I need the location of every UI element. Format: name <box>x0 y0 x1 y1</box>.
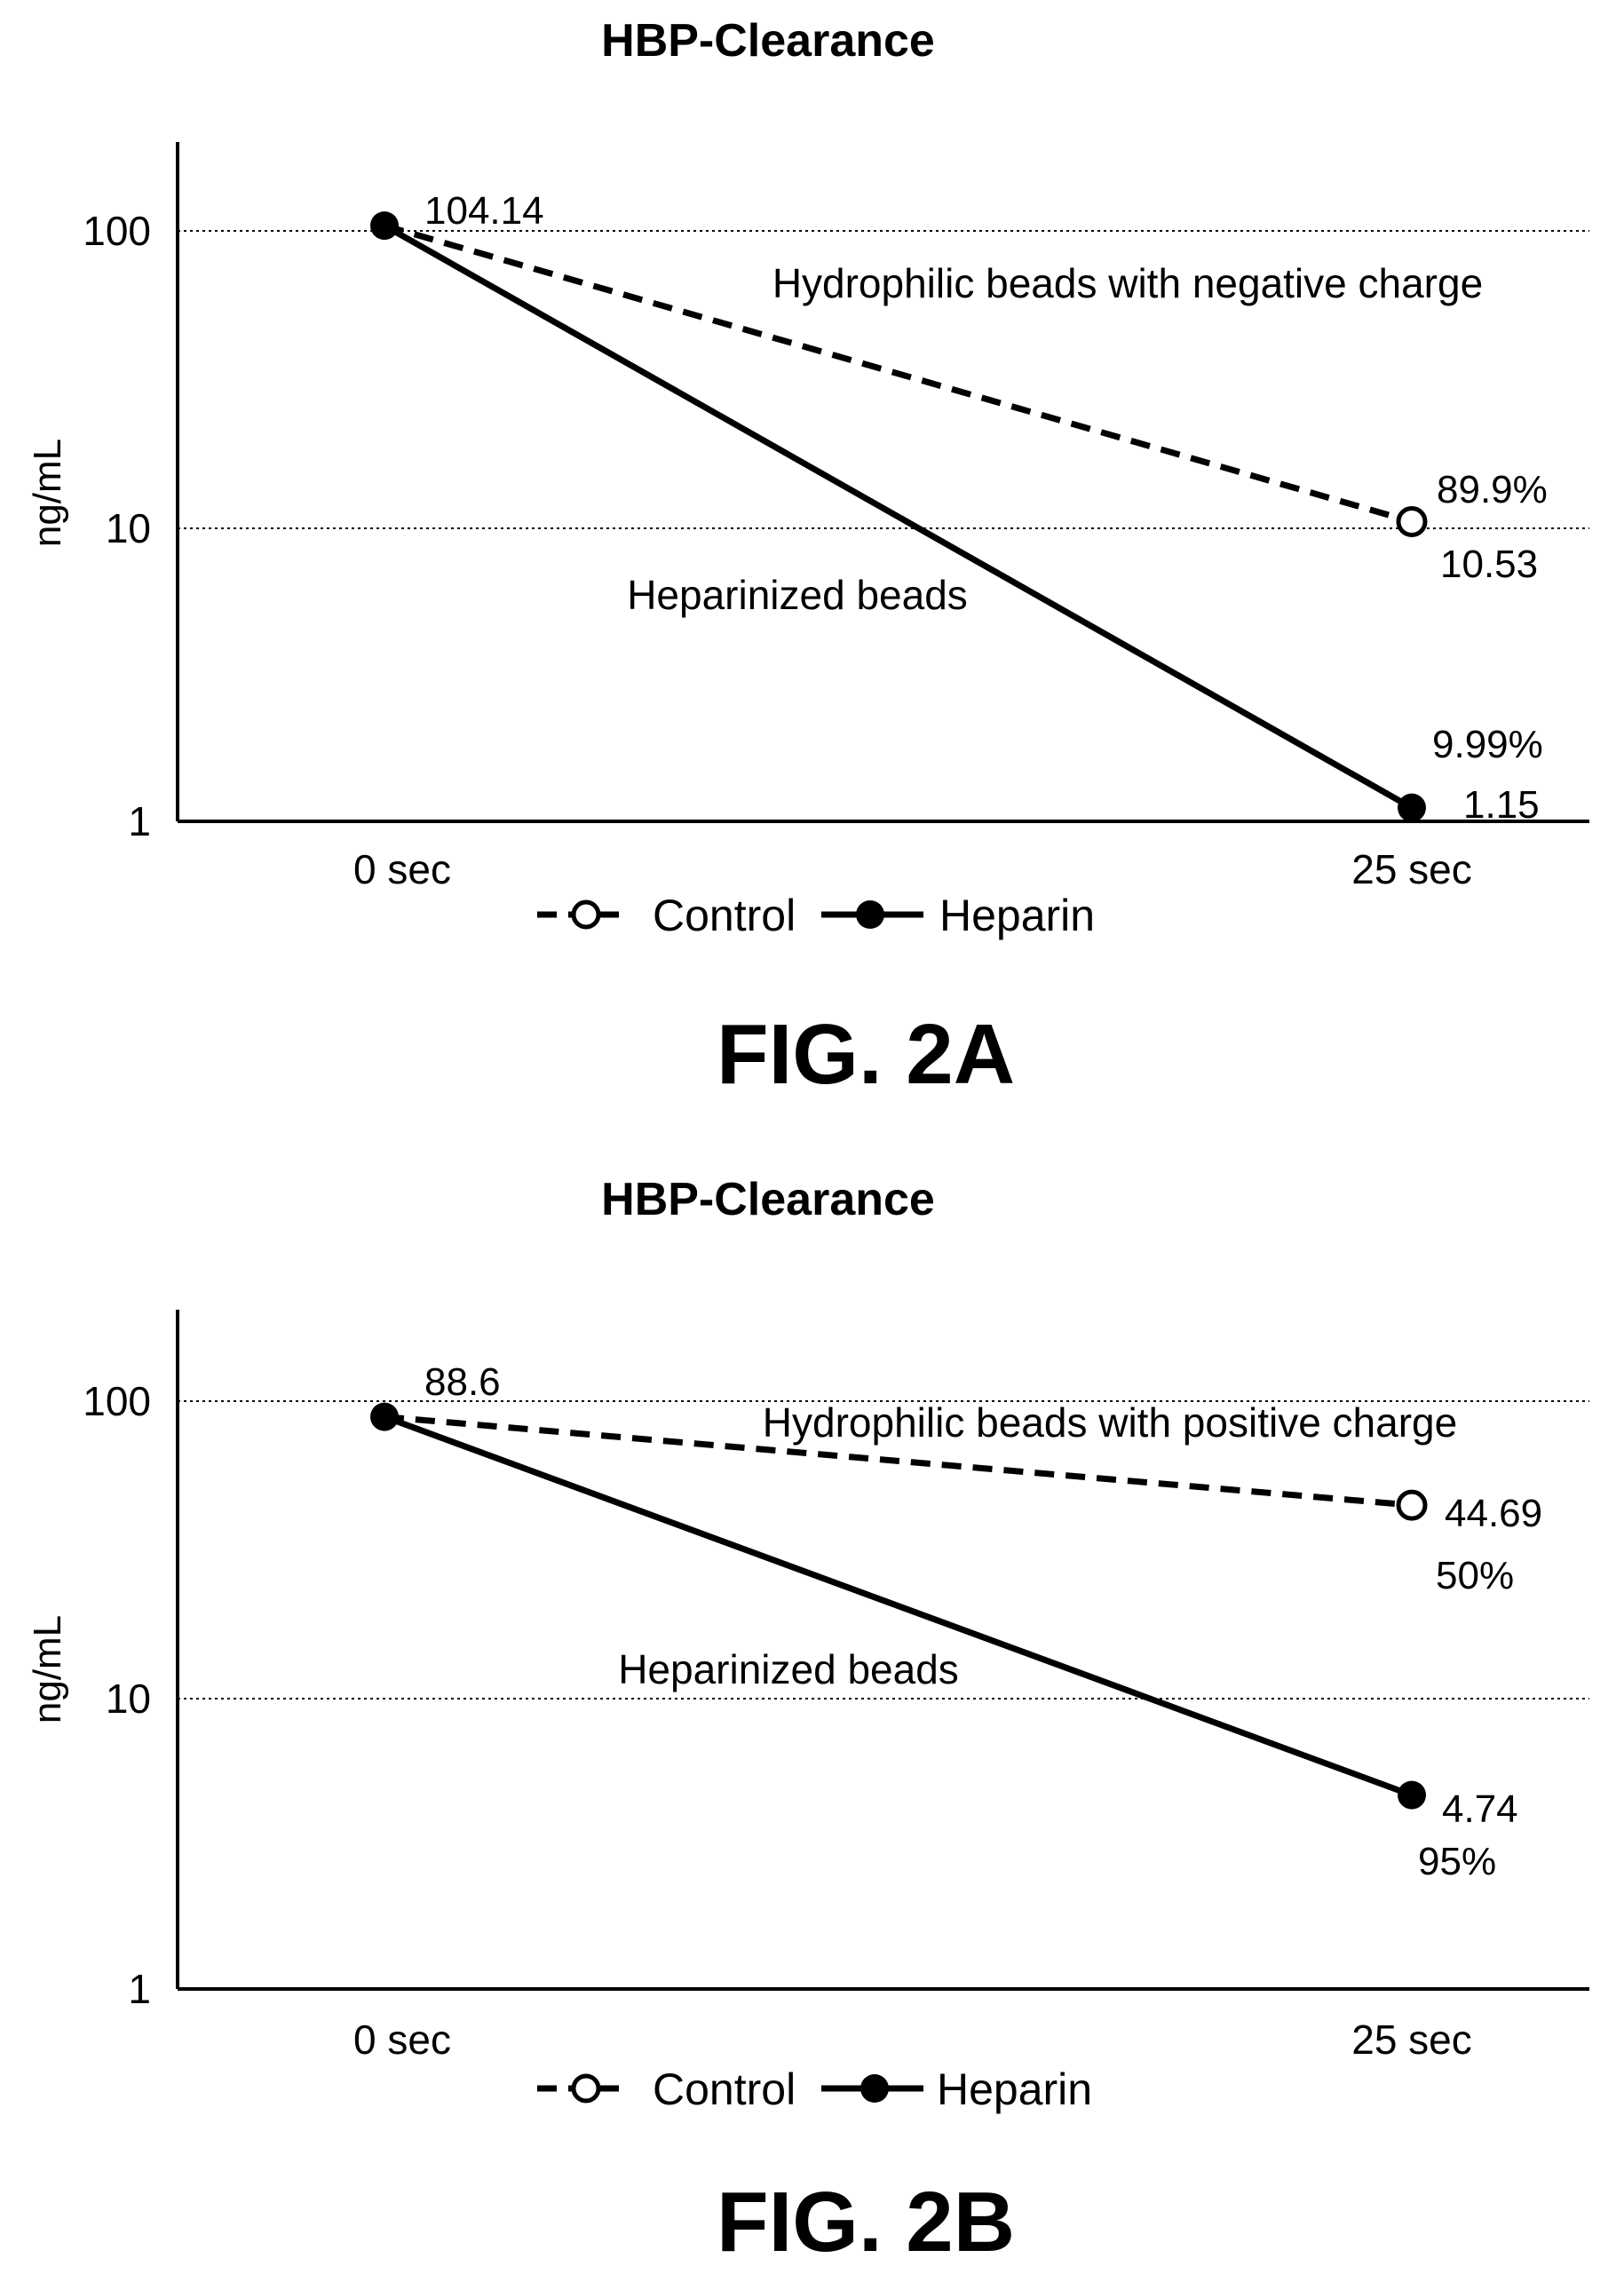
control-series-line <box>384 1414 1413 1509</box>
control-series-line <box>384 222 1413 525</box>
annotation-control-beads: Hydrophilic beads with positive charge <box>763 1399 1457 1446</box>
figure-label: FIG. 2B <box>717 2175 1015 2270</box>
figure-2b: HBP-Clearance 100 10 1 ng/mL 0 sec 25 se… <box>0 1154 1624 2282</box>
control-point-25sec <box>1396 505 1428 537</box>
y-tick-label-1: 1 <box>128 1966 151 2012</box>
legend-heparin-label: Heparin <box>939 891 1095 940</box>
chart-title: HBP-Clearance <box>601 15 935 67</box>
legend-control-marker <box>571 2073 601 2104</box>
heparin-series-line <box>383 1414 1414 1798</box>
figure-2a: HBP-Clearance 100 10 1 ng/mL 0 sec 25 se… <box>0 0 1624 1128</box>
x-tick-label-25sec: 25 sec <box>1351 846 1472 892</box>
legend-heparin-marker <box>856 900 884 929</box>
data-label-heparin-value: 1.15 <box>1463 783 1540 827</box>
y-tick-label-1: 1 <box>128 798 151 844</box>
data-label-start: 104.14 <box>424 189 544 233</box>
y-tick-label-10: 10 <box>106 1676 151 1722</box>
figure-label: FIG. 2A <box>717 1007 1015 1102</box>
data-label-control-percent: 89.9% <box>1437 468 1548 511</box>
data-label-control-value: 44.69 <box>1445 1492 1542 1535</box>
chart-2b: HBP-Clearance 100 10 1 ng/mL 0 sec 25 se… <box>26 1174 1589 2270</box>
control-point-25sec <box>1396 1489 1428 1521</box>
annotation-heparinized-beads: Heparinized beads <box>627 572 968 618</box>
annotation-heparinized-beads: Heparinized beads <box>618 1646 959 1692</box>
legend-control-label: Control <box>653 891 796 940</box>
heparin-point-0sec <box>370 211 399 241</box>
heparin-point-25sec <box>1398 1780 1426 1810</box>
data-label-heparin-percent: 95% <box>1418 1840 1496 1883</box>
legend: Control Heparin <box>537 891 1095 940</box>
data-label-heparin-percent: 9.99% <box>1432 723 1543 766</box>
annotation-control-beads: Hydrophilic beads with negative charge <box>772 260 1483 306</box>
heparin-point-0sec <box>370 1402 399 1431</box>
y-axis-label: ng/mL <box>26 1615 69 1723</box>
y-tick-label-100: 100 <box>83 208 151 254</box>
y-tick-label-100: 100 <box>83 1378 151 1424</box>
y-axis-label: ng/mL <box>26 439 69 547</box>
legend-heparin-label: Heparin <box>937 2064 1092 2114</box>
heparin-series-line <box>383 223 1414 811</box>
x-tick-label-25sec: 25 sec <box>1351 2017 1472 2063</box>
chart-title: HBP-Clearance <box>601 1174 935 1225</box>
chart-2a: HBP-Clearance 100 10 1 ng/mL 0 sec 25 se… <box>26 15 1589 1102</box>
legend: Control Heparin <box>537 2064 1092 2114</box>
y-tick-label-10: 10 <box>106 505 151 551</box>
x-tick-label-0sec: 0 sec <box>353 846 451 892</box>
legend-control-label: Control <box>653 2064 796 2114</box>
legend-heparin-marker <box>860 2074 889 2103</box>
data-label-control-value: 10.53 <box>1440 543 1538 586</box>
x-tick-label-0sec: 0 sec <box>353 2017 451 2063</box>
heparin-point-25sec <box>1398 793 1426 822</box>
data-label-control-percent: 50% <box>1436 1554 1514 1597</box>
data-label-heparin-value: 4.74 <box>1442 1787 1518 1831</box>
legend-control-marker <box>571 899 601 930</box>
data-label-start: 88.6 <box>424 1360 501 1404</box>
